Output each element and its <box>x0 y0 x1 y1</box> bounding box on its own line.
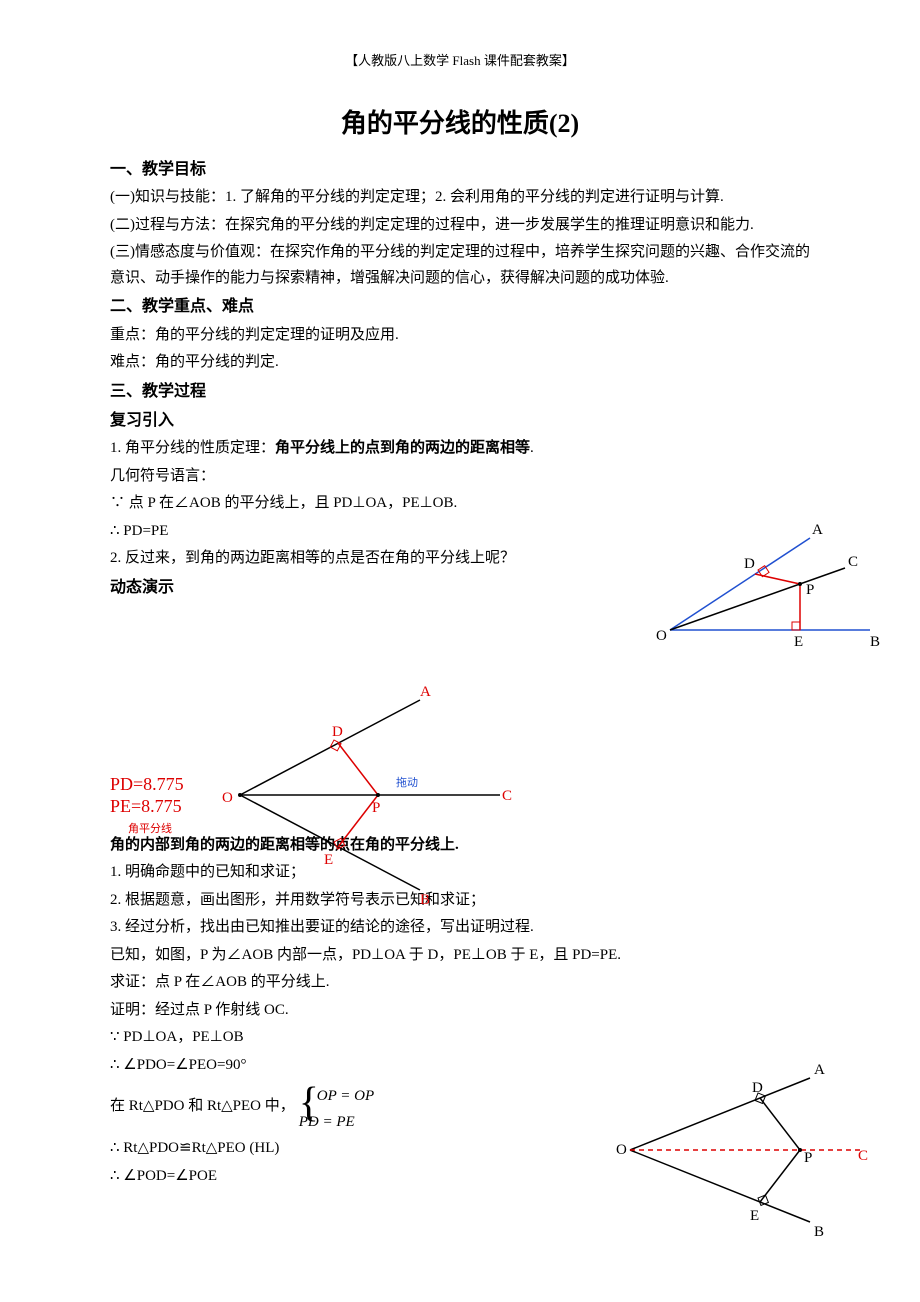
pf-5: 求证：点 P 在∠AOB 的平分线上. <box>110 970 810 996</box>
fig2-pd: PD=8.775 <box>110 774 184 794</box>
brace-group: { OP = OP PD = PE <box>299 1084 374 1130</box>
pf-9a: 在 Rt△PDO 和 Rt△PEO 中， <box>110 1094 295 1120</box>
fig2-E: E <box>324 852 333 868</box>
fig2-B: B <box>420 892 430 908</box>
fig1-A: A <box>812 522 823 538</box>
fig2-drag: 拖动 <box>396 775 418 789</box>
fig1-P: P <box>806 582 814 598</box>
fig2-small: 角平分线 <box>128 821 172 835</box>
s3-line1c: . <box>530 440 534 456</box>
page-title: 角的平分线的性质(2) <box>110 102 810 146</box>
fig1-C: C <box>848 554 858 570</box>
fig3-O: O <box>616 1142 627 1158</box>
s3-line1b: 角平分线上的点到角的两边的距离相等 <box>275 440 530 456</box>
figure-1-svg: A C B O D P E <box>650 520 880 660</box>
pf-4: 已知，如图，P 为∠AOB 内部一点，PD⊥OA 于 D，PE⊥OB 于 E，且… <box>110 943 810 969</box>
section2-p2: 难点：角的平分线的判定. <box>110 350 810 376</box>
section3-head: 三、教学过程 <box>110 378 810 405</box>
pf-9b1: OP = OP <box>317 1088 374 1104</box>
figure-2-svg: A B C D E O P 拖动 PD=8.775 PE=8.775 角平分线 <box>100 680 520 910</box>
figure-3-svg: A B C D E O P <box>610 1060 870 1240</box>
fig1-E: E <box>794 634 803 650</box>
pf-7: ∵ PD⊥OA，PE⊥OB <box>110 1025 810 1051</box>
section1-p1: (一)知识与技能：1. 了解角的平分线的判定定理；2. 会利用角的平分线的判定进… <box>110 185 810 211</box>
fig3-E: E <box>750 1208 759 1224</box>
section3-sub1: 复习引入 <box>110 407 810 434</box>
figure-1: A C B O D P E <box>650 520 880 670</box>
figure-2: A B C D E O P 拖动 PD=8.775 PE=8.775 角平分线 <box>100 680 520 920</box>
brace-icon: { <box>299 1080 319 1126</box>
fig3-A: A <box>814 1062 825 1078</box>
section1-p2: (二)过程与方法：在探究角的平分线的判定定理的过程中，进一步发展学生的推理证明意… <box>110 213 810 239</box>
fig1-O: O <box>656 628 667 644</box>
s3-line3: ∵ 点 P 在∠AOB 的平分线上，且 PD⊥OA，PE⊥OB. <box>110 491 810 517</box>
section1-p3: (三)情感态度与价值观：在探究作角的平分线的判定定理的过程中，培养学生探究问题的… <box>110 240 810 291</box>
fig2-C: C <box>502 788 512 804</box>
fig2-A: A <box>420 684 431 700</box>
s3-line1: 1. 角平分线的性质定理：角平分线上的点到角的两边的距离相等. <box>110 436 810 462</box>
s3-line2: 几何符号语言： <box>110 464 810 490</box>
section2-head: 二、教学重点、难点 <box>110 293 810 320</box>
fig3-C: C <box>858 1148 868 1164</box>
s3-line1a: 1. 角平分线的性质定理： <box>110 440 275 456</box>
section2-p1: 重点：角的平分线的判定定理的证明及应用. <box>110 323 810 349</box>
pf-6: 证明：经过点 P 作射线 OC. <box>110 998 810 1024</box>
fig3-D: D <box>752 1080 763 1096</box>
fig1-B: B <box>870 634 880 650</box>
fig2-pe: PE=8.775 <box>110 796 182 816</box>
fig3-B: B <box>814 1224 824 1240</box>
page-header: 【人教版八上数学 Flash 课件配套教案】 <box>110 50 810 72</box>
fig2-P: P <box>372 800 380 816</box>
figure-3: A B C D E O P <box>610 1060 870 1250</box>
fig2-D: D <box>332 724 343 740</box>
section1-head: 一、教学目标 <box>110 156 810 183</box>
fig3-P: P <box>804 1150 812 1166</box>
fig2-O: O <box>222 790 233 806</box>
fig1-D: D <box>744 556 755 572</box>
